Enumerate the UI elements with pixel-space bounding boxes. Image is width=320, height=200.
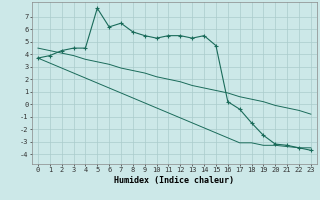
X-axis label: Humidex (Indice chaleur): Humidex (Indice chaleur) (115, 176, 234, 185)
